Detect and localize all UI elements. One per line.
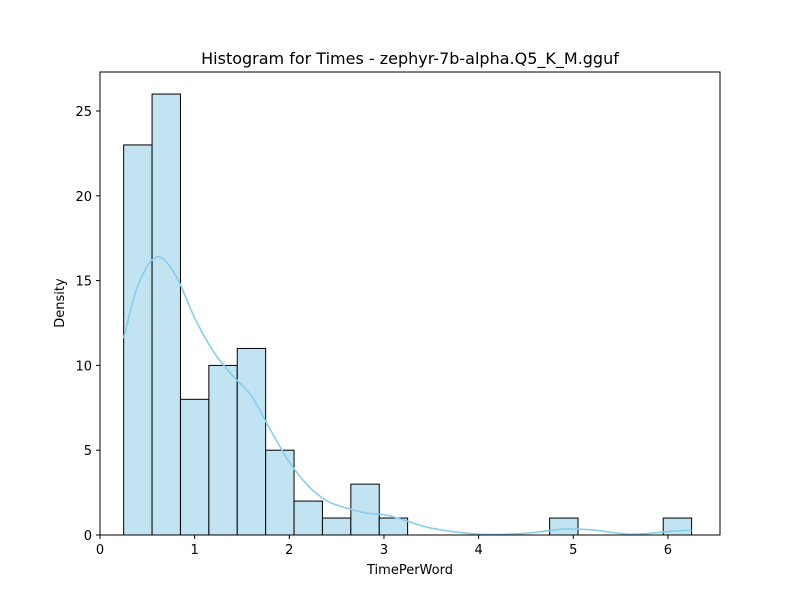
kde-curve-group	[122, 255, 692, 536]
x-tick-label-6: 6	[664, 543, 672, 558]
histogram-bar-8	[350, 483, 380, 536]
x-tick-label-4: 4	[474, 543, 482, 558]
kde-curve	[122, 255, 692, 536]
y-tick-label-3: 15	[75, 275, 92, 290]
y-tick-label-0: 0	[84, 529, 92, 544]
histogram-bars	[123, 93, 693, 536]
histogram-bar-5	[265, 449, 295, 536]
histogram-bar-10	[549, 517, 579, 536]
y-tick-label-5: 25	[75, 105, 92, 120]
histogram-bar-6	[293, 500, 323, 536]
histogram-bar-11	[662, 517, 693, 536]
y-tick-label-2: 10	[75, 359, 92, 374]
chart-title: Histogram for Times - zephyr-7b-alpha.Q5…	[201, 49, 619, 69]
histogram-bar-7	[321, 517, 352, 536]
x-tick-label-1: 1	[191, 543, 199, 558]
x-axis-title: TimePerWord	[366, 563, 453, 578]
y-tick-label-1: 5	[84, 444, 92, 459]
x-tick-label-2: 2	[285, 543, 293, 558]
histogram-bar-4	[236, 347, 267, 536]
x-axis: 0 1 2 3 4 5 6	[96, 535, 672, 558]
x-tick-label-5: 5	[569, 543, 577, 558]
histogram-bar-0	[123, 144, 153, 536]
y-tick-label-4: 20	[75, 190, 92, 205]
y-axis: 0 5 10 15 20 25	[75, 105, 100, 544]
x-tick-label-0: 0	[96, 543, 104, 558]
y-axis-title: Density	[53, 278, 68, 328]
histogram-bar-3	[208, 364, 238, 536]
histogram-bar-2	[179, 398, 210, 536]
x-tick-label-3: 3	[380, 543, 388, 558]
histogram-bar-1	[151, 93, 181, 536]
plot-frame	[99, 71, 721, 536]
